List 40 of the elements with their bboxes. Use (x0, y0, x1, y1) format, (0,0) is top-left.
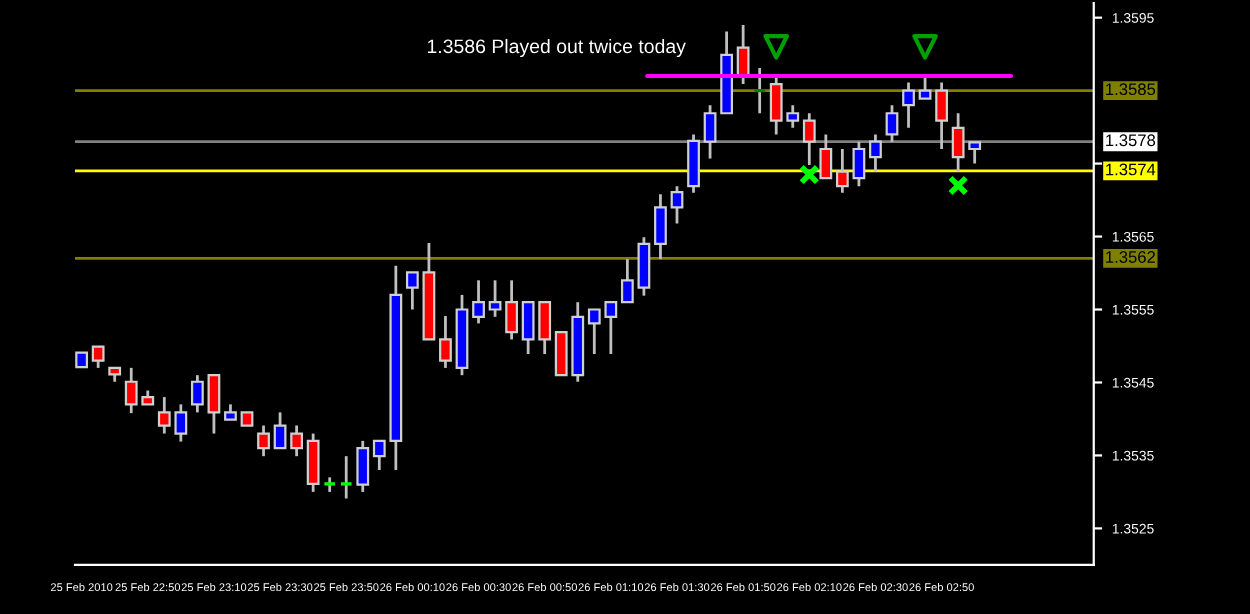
candlestick (752, 66, 767, 115)
annotation: 1.3586 Played out twice today (427, 38, 686, 58)
candlestick (835, 147, 849, 195)
candlestick (885, 103, 899, 144)
candlestick (802, 111, 816, 167)
candlestick (405, 270, 419, 311)
candlestick (620, 257, 634, 304)
candlestick (190, 373, 204, 414)
candlestick (869, 133, 882, 173)
point (947, 175, 969, 196)
candlestick (819, 133, 833, 180)
ref-line-label: 1.3578 (1106, 134, 1156, 147)
candlestick (356, 439, 370, 494)
candlestick (505, 278, 519, 341)
ref-line-label: 1.3574 (1106, 163, 1156, 176)
candlestick (306, 432, 320, 494)
point (798, 164, 820, 185)
ref-line-label: 1.3562 (1106, 251, 1155, 263)
candlestick (488, 278, 502, 319)
candlestick (273, 411, 287, 450)
point (763, 34, 790, 60)
ref-line-label: 1.3585 (1106, 83, 1156, 96)
candlestick (902, 81, 915, 130)
candlestick (703, 103, 717, 160)
candlestick (852, 140, 866, 188)
candlestick (439, 314, 452, 370)
candlestick (918, 75, 932, 101)
candlestick (257, 424, 270, 458)
candlestick (654, 192, 667, 261)
candlestick (935, 81, 948, 151)
candlestick (207, 373, 221, 435)
candlestick (637, 235, 651, 298)
point (912, 34, 938, 60)
candlestick (290, 424, 304, 458)
candlestick (91, 345, 105, 370)
candlestick (670, 184, 684, 225)
candlestick (687, 133, 700, 195)
candlestick (339, 454, 354, 500)
candlestick (472, 278, 485, 325)
candlestick (736, 23, 750, 86)
